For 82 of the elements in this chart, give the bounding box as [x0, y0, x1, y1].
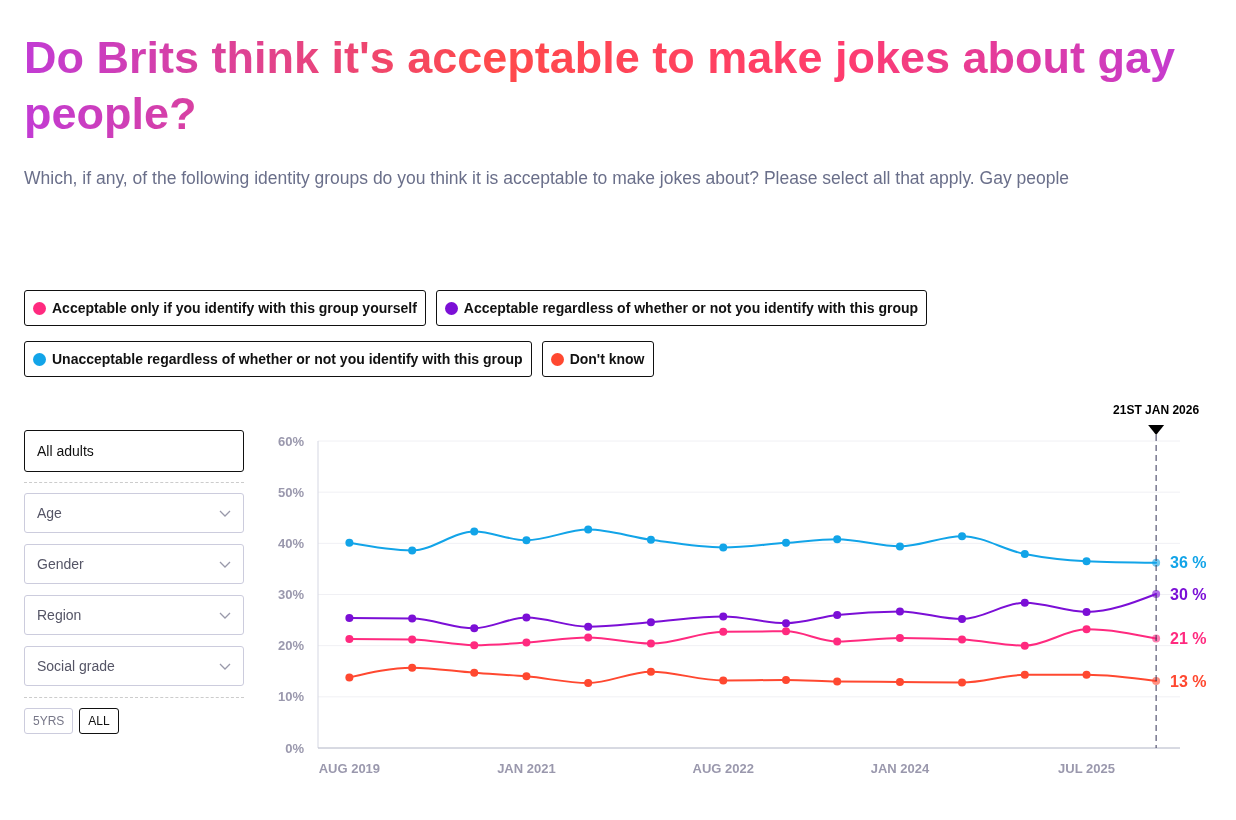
- point: [719, 543, 728, 552]
- point: [584, 622, 593, 631]
- point: [584, 525, 593, 534]
- point: [345, 635, 354, 644]
- point: [470, 624, 479, 633]
- point: [958, 615, 967, 624]
- text: Gender: [24, 544, 244, 584]
- point: [895, 607, 904, 616]
- y-tick-label: 10%: [277, 689, 305, 705]
- x-tick-label: JAN 2021: [497, 761, 556, 776]
- point: [1082, 670, 1091, 679]
- point: [719, 627, 728, 636]
- y-tick-label: 0%: [285, 740, 305, 756]
- data-label: 30 %: [1170, 585, 1207, 603]
- y-tick-label: 30%: [277, 587, 305, 603]
- y-tick-label: 40%: [277, 535, 305, 551]
- x-tick-label: AUG 2019: [318, 761, 381, 776]
- point: [522, 672, 531, 681]
- point: [1020, 641, 1029, 650]
- point: [522, 536, 531, 545]
- point: [895, 678, 904, 686]
- point: [719, 676, 728, 685]
- point: [958, 678, 967, 687]
- point: [646, 667, 655, 676]
- y-tick-label: 60%: [277, 433, 305, 449]
- point: [833, 610, 842, 619]
- point: [719, 612, 728, 621]
- point: [1020, 550, 1029, 559]
- text: All adults: [24, 430, 244, 472]
- y-tick-label: 50%: [277, 484, 305, 500]
- point: [782, 627, 791, 636]
- point: [646, 639, 655, 648]
- point: [1082, 557, 1091, 566]
- point: [584, 633, 593, 642]
- point: [470, 527, 479, 536]
- point: [470, 641, 479, 650]
- point: [345, 614, 354, 623]
- point: [646, 618, 655, 627]
- point: [345, 538, 354, 547]
- point: [958, 532, 967, 541]
- point: [646, 535, 655, 544]
- point: [895, 542, 904, 551]
- data-label: 21 %: [1170, 630, 1207, 648]
- text: Age: [24, 493, 244, 533]
- point: [782, 538, 791, 547]
- legend-label: Acceptable regardless of whether or not you identify with this group: [435, 290, 928, 326]
- point: [522, 613, 531, 622]
- legend-label: Acceptable only if you identify with this group yourself: [24, 290, 426, 326]
- point: [408, 546, 417, 555]
- data-label: 13 %: [1170, 672, 1207, 690]
- text: ALL: [79, 708, 119, 734]
- ref-line-label: 21ST JAN 2026: [1113, 403, 1200, 417]
- point: [1082, 625, 1091, 634]
- legend-label: Unacceptable regardless of whether or not you identify with this group: [24, 341, 532, 377]
- text: Social grade: [24, 646, 244, 686]
- point: [833, 637, 842, 646]
- point: [895, 633, 904, 642]
- chart-title: Do Brits think it's acceptable to make jokes about gay people?: [24, 30, 1194, 142]
- point: [345, 673, 354, 682]
- point: [782, 619, 791, 628]
- text: 5YRS: [24, 708, 74, 734]
- point: [782, 675, 791, 684]
- point: [833, 535, 842, 544]
- point: [408, 663, 417, 672]
- chart-subtitle: Which, if any, of the following identity groups do you think it is acceptable to make jokes about? Please select all that apply. Gay people: [24, 168, 1071, 189]
- x-tick-label: JUL 2025: [1058, 761, 1115, 776]
- point: [584, 679, 593, 688]
- point: [522, 638, 531, 647]
- x-tick-label: AUG 2022: [692, 761, 754, 776]
- point: [833, 677, 842, 686]
- point: [958, 635, 967, 644]
- point: [470, 668, 479, 677]
- legend-label: Don't know: [541, 341, 654, 377]
- point: [408, 635, 417, 644]
- y-tick-label: 20%: [277, 638, 305, 654]
- point: [1020, 598, 1029, 607]
- data-label: 36 %: [1170, 554, 1207, 572]
- point: [1082, 607, 1091, 616]
- point: [408, 614, 417, 623]
- x-tick-label: JAN 2024: [870, 761, 930, 776]
- text: Region: [24, 595, 244, 635]
- point: [1020, 670, 1029, 679]
